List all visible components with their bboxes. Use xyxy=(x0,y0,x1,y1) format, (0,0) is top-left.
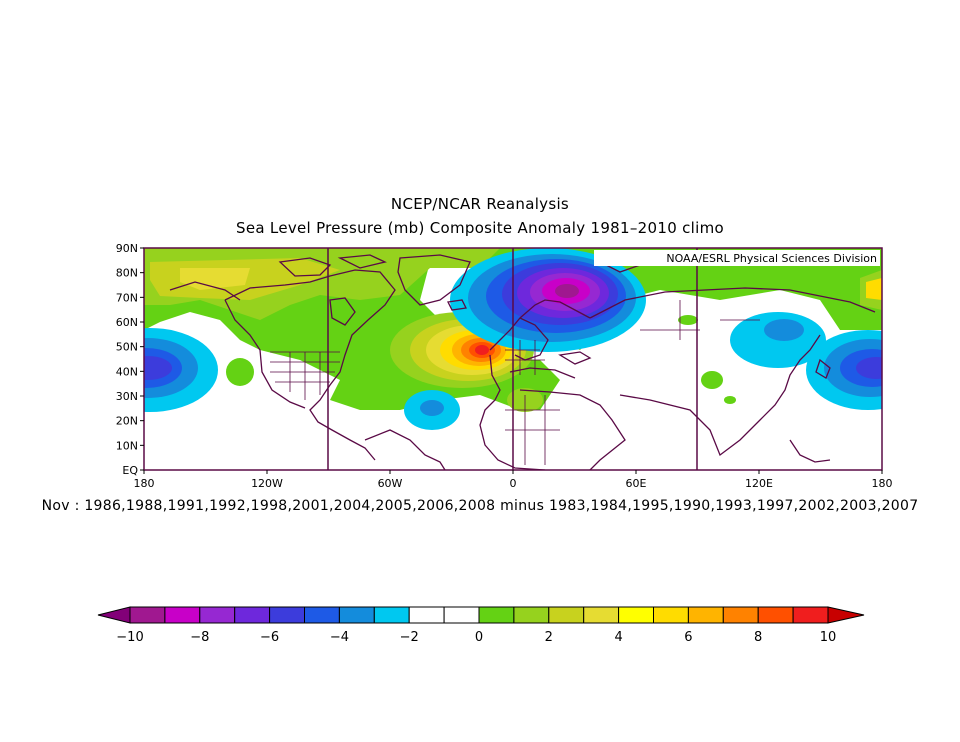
colorbar-swatch xyxy=(513,606,550,624)
colorbar-swatch xyxy=(687,606,724,624)
colorbar-swatch xyxy=(338,606,375,624)
credit-text: NOAA/ESRL Physical Sciences Division xyxy=(666,252,877,265)
colorbar-swatch xyxy=(618,606,654,624)
credit-box xyxy=(594,250,880,266)
negative-anomaly-region xyxy=(144,248,882,430)
lat-tick-label: 60N xyxy=(116,316,138,329)
colorbar-swatch xyxy=(548,606,585,624)
anomaly-field xyxy=(144,248,882,470)
colorbar-swatch xyxy=(443,606,480,624)
lat-tick-label: 50N xyxy=(116,341,138,354)
lat-tick-label: 30N xyxy=(116,390,138,403)
lon-tick-label: 180 xyxy=(872,477,893,490)
colorbar-tick-label: 8 xyxy=(754,630,762,645)
colorbar-tick-label: −4 xyxy=(330,630,349,645)
colorbar-tick-label: 6 xyxy=(684,630,692,645)
colorbar-swatch xyxy=(478,606,515,624)
lat-tick-label: 40N xyxy=(116,365,138,378)
colorbar xyxy=(97,606,865,624)
colorbar-tick-label: 0 xyxy=(475,630,483,645)
colorbar-swatch xyxy=(304,606,340,624)
colorbar-swatch xyxy=(653,606,689,624)
colorbar-tick-label: −8 xyxy=(190,630,209,645)
lat-tick-label: 20N xyxy=(116,415,138,428)
colorbar-max-arrow xyxy=(827,606,865,624)
lat-tick-label: 80N xyxy=(116,267,138,280)
chart-subtitle: Sea Level Pressure (mb) Composite Anomal… xyxy=(236,219,724,237)
colorbar-swatch xyxy=(373,606,410,624)
colorbar-min-arrow xyxy=(97,606,131,624)
lon-tick-label: 120E xyxy=(745,477,773,490)
colorbar-swatch xyxy=(164,606,201,624)
lon-tick-label: 60W xyxy=(378,477,403,490)
political-boundaries xyxy=(270,300,760,465)
colorbar-swatch xyxy=(583,606,620,624)
coastlines xyxy=(169,254,876,470)
lon-tick-label: 120W xyxy=(251,477,283,490)
chart-title: NCEP/NCAR Reanalysis xyxy=(390,195,570,213)
colorbar-swatch xyxy=(199,606,236,624)
colorbar-swatch xyxy=(757,606,794,624)
colorbar-tick-label: −6 xyxy=(260,630,279,645)
colorbar-tick-label: 10 xyxy=(820,630,837,645)
colorbar-swatch xyxy=(269,606,306,624)
colorbar-swatch xyxy=(129,606,166,624)
latitude-labels: EQ 10N 20N 30N 40N 50N 60N 70N 80N 90N xyxy=(116,242,144,477)
composite-caption: Nov : 1986,1988,1991,1992,1998,2001,2004… xyxy=(41,498,919,514)
longitude-labels: 180 120W 60W 0 60E 120E 180 xyxy=(134,470,893,490)
colorbar-tick-label: 4 xyxy=(614,630,622,645)
lat-tick-label: 90N xyxy=(116,242,138,255)
lat-tick-label: EQ xyxy=(122,464,138,477)
colorbar-swatch xyxy=(408,606,445,624)
colorbar-swatch xyxy=(792,606,829,624)
lat-tick-label: 70N xyxy=(116,291,138,304)
colorbar-labels: −10 −8 −6 −4 −2 0 2 4 6 8 10 xyxy=(116,630,836,645)
lon-tick-label: 60E xyxy=(626,477,647,490)
colorbar-swatch xyxy=(722,606,759,624)
colorbar-tick-label: −10 xyxy=(116,630,143,645)
lat-tick-label: 10N xyxy=(116,439,138,452)
colorbar-tick-label: 2 xyxy=(545,630,553,645)
colorbar-swatch xyxy=(234,606,271,624)
lon-tick-label: 180 xyxy=(134,477,155,490)
lon-tick-label: 0 xyxy=(510,477,517,490)
colorbar-tick-label: −2 xyxy=(400,630,419,645)
